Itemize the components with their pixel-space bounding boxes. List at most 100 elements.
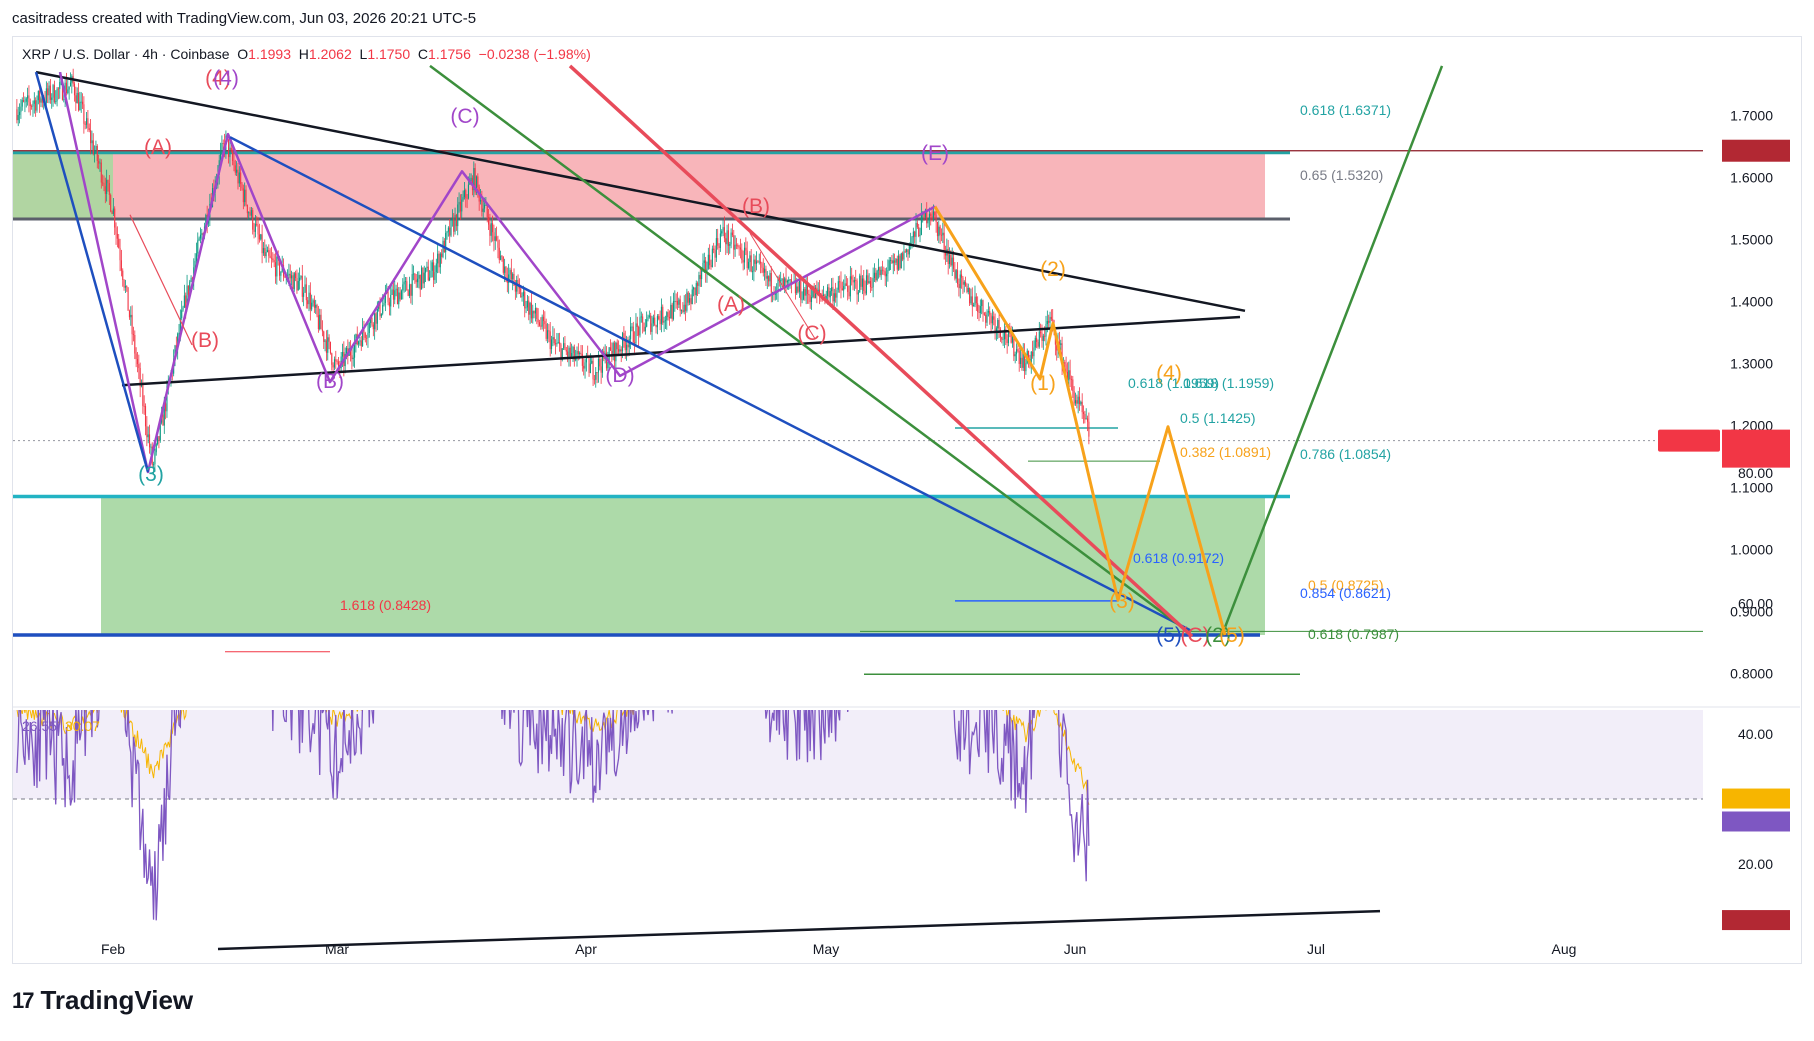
candle-body <box>87 118 89 129</box>
candle-body <box>166 386 168 412</box>
candle-body <box>482 208 484 212</box>
candle-body <box>446 231 448 233</box>
candle-body <box>1033 347 1035 357</box>
candle-body <box>360 340 362 347</box>
candle-body <box>812 286 814 298</box>
candle-body <box>943 232 945 251</box>
candle-body <box>896 258 898 270</box>
candle-body <box>269 255 271 258</box>
candle-body <box>115 227 117 234</box>
candle-body <box>556 342 558 345</box>
candle-body <box>948 254 951 265</box>
candle-body <box>21 100 23 107</box>
candle-body <box>130 314 132 318</box>
candle-body <box>68 86 70 90</box>
candle-body <box>790 279 792 283</box>
candle-body <box>354 344 356 358</box>
candle-body <box>607 362 609 369</box>
candle-body <box>174 345 176 359</box>
candle-body <box>694 287 696 296</box>
candle-body <box>970 296 972 304</box>
rsi-legend[interactable]: 26.55 30.07 <box>22 718 100 734</box>
candle-body <box>108 183 110 195</box>
candle-body <box>246 205 248 214</box>
candle-body <box>341 352 344 357</box>
candle-body <box>890 260 892 261</box>
candle-body <box>272 258 274 261</box>
candle-body <box>262 248 264 254</box>
candle-body <box>520 288 522 298</box>
green-breakout-line <box>1220 65 1444 636</box>
candle-body <box>370 318 372 323</box>
candle-body <box>1006 339 1008 344</box>
candle-body <box>1060 343 1062 345</box>
candle-body <box>852 279 854 283</box>
candle-body <box>135 353 137 360</box>
candle-body <box>904 251 906 253</box>
candle-body <box>1064 362 1066 365</box>
price-tag-bg <box>1722 139 1790 162</box>
candle-body <box>266 250 269 253</box>
candle-body <box>51 97 53 100</box>
candle-body <box>96 146 98 161</box>
candle-body <box>546 330 549 339</box>
change-value: −0.0238 (−1.98%) <box>478 46 591 62</box>
candle-body <box>662 306 664 323</box>
candle-body <box>143 405 145 407</box>
candle-body <box>689 298 691 303</box>
price-axis-tick: 1.0000 <box>1730 542 1773 558</box>
blue-trendline <box>229 136 1191 632</box>
wave-label: (C) <box>450 105 479 128</box>
fib-label: 0.382 (1.0891) <box>1180 444 1271 460</box>
candle-body <box>622 333 624 352</box>
candle-body <box>571 353 573 357</box>
candle-body <box>57 88 59 90</box>
candle-body <box>900 253 902 269</box>
candle-body <box>827 287 829 296</box>
candle-body <box>358 341 360 345</box>
candle-body <box>392 289 394 300</box>
candle-body <box>92 140 94 154</box>
candle-body <box>978 311 980 313</box>
time-axis-tick: May <box>813 941 839 957</box>
candle-body <box>400 290 403 300</box>
candle-body <box>153 464 155 466</box>
symbol-legend[interactable]: XRP / U.S. Dollar · 4h · Coinbase O1.199… <box>22 46 591 62</box>
tradingview-logo[interactable]: 17 TradingView <box>12 985 193 1016</box>
candle-body <box>463 190 465 198</box>
candle-body <box>818 289 821 294</box>
candle-body <box>757 261 759 263</box>
candle-body <box>585 355 587 363</box>
candle-body <box>236 169 238 173</box>
candle-body <box>947 249 949 265</box>
candle-body <box>624 341 626 351</box>
candle-body <box>469 182 471 185</box>
candle-body <box>670 304 672 319</box>
candle-body <box>479 199 482 202</box>
candle-body <box>680 310 683 312</box>
candle-body <box>1030 351 1032 366</box>
candle-body <box>1024 352 1026 372</box>
candle-body <box>248 212 250 214</box>
candle-body <box>731 232 733 236</box>
candle-body <box>73 83 76 96</box>
candle-body <box>112 208 114 214</box>
candle-body <box>847 285 849 292</box>
candle-body <box>441 253 443 257</box>
candle-body <box>268 250 270 256</box>
candle-body <box>308 292 310 305</box>
candle-body <box>222 143 224 144</box>
wave-c-red <box>749 233 816 339</box>
candle-body <box>636 323 638 327</box>
candle-body <box>873 272 876 279</box>
candle-body <box>313 300 315 308</box>
candle-body <box>106 179 108 194</box>
candle-body <box>565 349 567 352</box>
candle-body <box>178 333 180 334</box>
candle-body <box>888 260 890 271</box>
candle-body <box>616 342 618 350</box>
candle-body <box>67 89 69 94</box>
candle-body <box>163 403 165 426</box>
wave-label: (A) <box>717 293 745 316</box>
